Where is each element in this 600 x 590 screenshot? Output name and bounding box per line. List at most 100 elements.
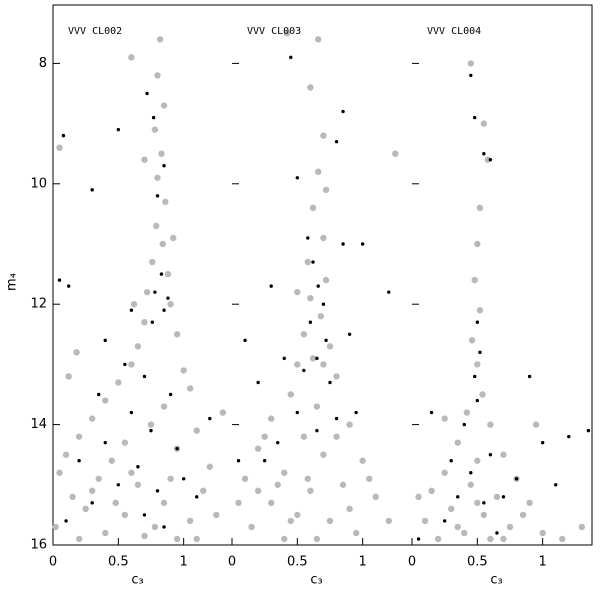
member-star — [321, 302, 326, 306]
field-star — [434, 535, 442, 543]
field-star — [519, 511, 527, 519]
field-star — [500, 451, 507, 458]
field-star — [158, 150, 165, 157]
member-star — [469, 73, 473, 78]
field-star — [102, 529, 109, 537]
member-star — [77, 459, 81, 463]
field-star — [128, 361, 135, 368]
member-star — [341, 109, 345, 114]
field-star — [300, 433, 308, 440]
y-tick-label: 14 — [30, 417, 47, 432]
member-star — [97, 392, 101, 397]
field-star — [134, 343, 142, 350]
field-star — [88, 415, 96, 422]
field-star — [254, 487, 262, 495]
field-star — [372, 493, 379, 501]
field-star — [300, 331, 308, 338]
field-star — [480, 120, 488, 127]
field-star — [69, 493, 76, 501]
x-axis-label: c₃ — [131, 573, 143, 588]
member-star — [282, 356, 286, 361]
field-star — [274, 481, 281, 488]
field-star — [281, 535, 288, 543]
y-tick-label: 12 — [30, 297, 47, 312]
member-star — [324, 338, 328, 343]
member-star — [334, 416, 339, 421]
field-star — [294, 511, 301, 519]
member-star — [456, 495, 460, 499]
field-star — [235, 499, 242, 507]
field-star — [170, 234, 177, 242]
field-star — [147, 421, 155, 428]
field-star — [160, 403, 168, 410]
field-star — [121, 439, 129, 446]
field-star — [320, 234, 327, 242]
field-star — [479, 391, 486, 398]
member-star — [155, 489, 160, 493]
member-star — [501, 495, 506, 499]
field-star — [173, 331, 181, 338]
member-star — [136, 465, 140, 469]
field-star — [559, 535, 566, 543]
member-star — [473, 374, 477, 379]
field-star — [219, 409, 227, 416]
member-star — [482, 151, 486, 156]
member-star — [554, 483, 558, 487]
field-star — [267, 499, 275, 507]
field-star — [287, 391, 294, 398]
member-star — [482, 501, 486, 505]
panel-title: VVV CL004 — [427, 26, 481, 37]
field-star — [333, 373, 340, 380]
field-star — [95, 475, 102, 482]
field-star — [313, 535, 321, 543]
field-star — [307, 487, 314, 495]
field-star — [467, 60, 474, 67]
field-star — [365, 475, 373, 482]
field-star — [454, 523, 461, 531]
x-tick-label: 1 — [180, 555, 188, 570]
field-star — [309, 204, 317, 212]
field-star — [241, 475, 249, 482]
field-star — [454, 439, 461, 446]
field-star — [539, 529, 546, 537]
member-star — [149, 428, 153, 433]
field-star — [283, 30, 291, 37]
field-star — [52, 523, 59, 531]
field-star — [115, 379, 122, 386]
field-star — [153, 222, 160, 230]
member-star — [116, 127, 121, 132]
member-star — [175, 446, 179, 451]
member-star — [57, 278, 62, 282]
field-star — [193, 535, 200, 543]
member-star — [462, 422, 466, 427]
field-star — [248, 523, 255, 531]
field-star — [294, 288, 301, 296]
member-star — [478, 350, 482, 355]
field-star — [134, 481, 142, 488]
x-tick-label: 1 — [539, 555, 547, 570]
field-star — [480, 511, 488, 519]
member-star — [567, 434, 571, 439]
field-star — [267, 415, 275, 422]
member-star — [475, 320, 480, 324]
field-star — [352, 529, 360, 537]
member-star — [387, 290, 391, 294]
field-star — [385, 517, 392, 525]
field-star — [441, 469, 448, 476]
member-star — [442, 519, 447, 523]
field-star — [346, 421, 353, 428]
field-star — [141, 156, 148, 163]
member-star — [153, 290, 157, 294]
member-star — [166, 296, 170, 300]
field-star — [186, 385, 194, 392]
field-star — [506, 523, 514, 531]
field-star — [143, 288, 151, 296]
x-axis-label: c₃ — [310, 573, 322, 588]
x-tick-label: 0 — [49, 555, 57, 570]
field-star — [254, 445, 262, 452]
field-star — [320, 451, 327, 458]
member-star — [473, 115, 477, 120]
member-star — [150, 320, 154, 324]
member-star — [195, 495, 199, 499]
